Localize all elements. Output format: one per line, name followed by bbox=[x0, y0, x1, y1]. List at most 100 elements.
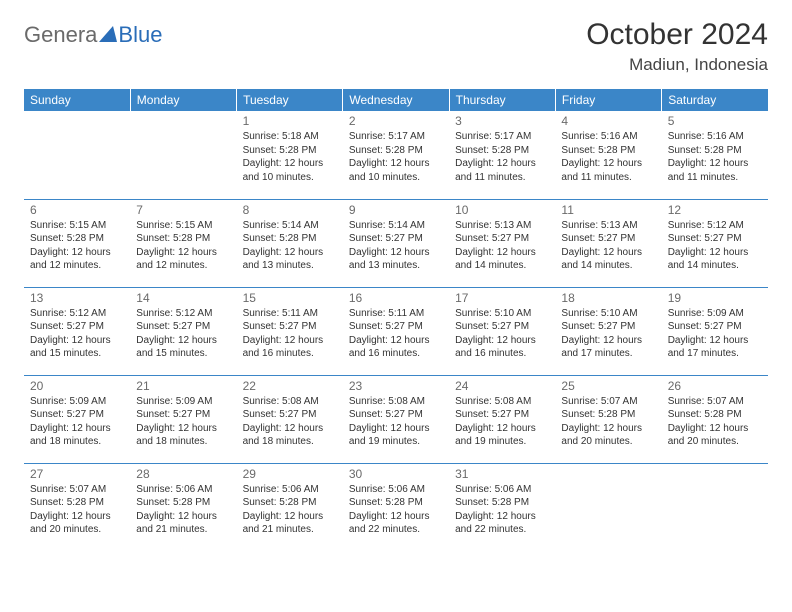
day-details: Sunrise: 5:09 AMSunset: 5:27 PMDaylight:… bbox=[668, 307, 762, 361]
day-details: Sunrise: 5:12 AMSunset: 5:27 PMDaylight:… bbox=[136, 307, 230, 361]
day-number: 16 bbox=[349, 291, 443, 305]
weekday-header: Friday bbox=[555, 89, 661, 111]
day-details: Sunrise: 5:17 AMSunset: 5:28 PMDaylight:… bbox=[455, 130, 549, 184]
calendar-header-row: Sunday Monday Tuesday Wednesday Thursday… bbox=[24, 89, 768, 111]
calendar-cell: 29Sunrise: 5:06 AMSunset: 5:28 PMDayligh… bbox=[237, 463, 343, 551]
calendar-row: 1 Sunrise: 5:18 AMSunset: 5:28 PMDaylight… bbox=[24, 111, 768, 199]
month-title: October 2024 bbox=[586, 18, 768, 51]
day-details: Sunrise: 5:15 AMSunset: 5:28 PMDaylight:… bbox=[136, 219, 230, 273]
calendar-row: 20 Sunrise: 5:09 AMSunset: 5:27 PMDayligh… bbox=[24, 375, 768, 463]
calendar-cell: 31 Sunrise: 5:06 AMSunset: 5:28 PMDayligh… bbox=[449, 463, 555, 551]
day-details: Sunrise: 5:13 AMSunset: 5:27 PMDaylight:… bbox=[455, 219, 549, 273]
day-details: Sunrise: 5:12 AMSunset: 5:27 PMDaylight:… bbox=[668, 219, 762, 273]
calendar-cell: 18 Sunrise: 5:10 AMSunset: 5:27 PMDayligh… bbox=[555, 287, 661, 375]
day-details: Sunrise: 5:14 AMSunset: 5:27 PMDaylight:… bbox=[349, 219, 443, 273]
logo-triangle-icon bbox=[99, 22, 117, 48]
day-number: 12 bbox=[668, 203, 762, 217]
day-details: Sunrise: 5:12 AMSunset: 5:27 PMDaylight:… bbox=[30, 307, 124, 361]
calendar-cell: 19 Sunrise: 5:09 AMSunset: 5:27 PMDayligh… bbox=[662, 287, 768, 375]
calendar-cell: 5 Sunrise: 5:16 AMSunset: 5:28 PMDaylight… bbox=[662, 111, 768, 199]
calendar-row: 13 Sunrise: 5:12 AMSunset: 5:27 PMDayligh… bbox=[24, 287, 768, 375]
calendar-cell: 7 Sunrise: 5:15 AMSunset: 5:28 PMDaylight… bbox=[130, 199, 236, 287]
day-details: Sunrise: 5:07 AMSunset: 5:28 PMDaylight:… bbox=[561, 395, 655, 449]
day-number: 19 bbox=[668, 291, 762, 305]
day-number: 26 bbox=[668, 379, 762, 393]
calendar-cell: 27Sunrise: 5:07 AMSunset: 5:28 PMDayligh… bbox=[24, 463, 130, 551]
day-number: 21 bbox=[136, 379, 230, 393]
location: Madiun, Indonesia bbox=[586, 55, 768, 75]
calendar-cell: 30Sunrise: 5:06 AMSunset: 5:28 PMDayligh… bbox=[343, 463, 449, 551]
day-number: 13 bbox=[30, 291, 124, 305]
day-number: 7 bbox=[136, 203, 230, 217]
calendar-cell: 22 Sunrise: 5:08 AMSunset: 5:27 PMDayligh… bbox=[237, 375, 343, 463]
day-number: 17 bbox=[455, 291, 549, 305]
logo: Genera Blue bbox=[24, 22, 162, 48]
logo-text-part1: Genera bbox=[24, 22, 97, 48]
day-number: 6 bbox=[30, 203, 124, 217]
calendar-cell: 20 Sunrise: 5:09 AMSunset: 5:27 PMDayligh… bbox=[24, 375, 130, 463]
day-number: 11 bbox=[561, 203, 655, 217]
day-number: 28 bbox=[136, 467, 230, 481]
weekday-header: Sunday bbox=[24, 89, 130, 111]
calendar-cell: 10 Sunrise: 5:13 AMSunset: 5:27 PMDayligh… bbox=[449, 199, 555, 287]
day-number: 27 bbox=[30, 467, 124, 481]
day-number: 24 bbox=[455, 379, 549, 393]
calendar-cell: 3 Sunrise: 5:17 AMSunset: 5:28 PMDaylight… bbox=[449, 111, 555, 199]
calendar-row: 6 Sunrise: 5:15 AMSunset: 5:28 PMDaylight… bbox=[24, 199, 768, 287]
day-number: 10 bbox=[455, 203, 549, 217]
day-number: 2 bbox=[349, 114, 443, 128]
calendar-cell: 15Sunrise: 5:11 AMSunset: 5:27 PMDayligh… bbox=[237, 287, 343, 375]
day-number: 20 bbox=[30, 379, 124, 393]
weekday-header: Wednesday bbox=[343, 89, 449, 111]
day-details: Sunrise: 5:10 AMSunset: 5:27 PMDaylight:… bbox=[561, 307, 655, 361]
header: Genera Blue October 2024 Madiun, Indones… bbox=[24, 18, 768, 75]
calendar-cell: 2Sunrise: 5:17 AMSunset: 5:28 PMDaylight… bbox=[343, 111, 449, 199]
day-number: 14 bbox=[136, 291, 230, 305]
day-details: Sunrise: 5:06 AMSunset: 5:28 PMDaylight:… bbox=[455, 483, 549, 537]
day-number: 31 bbox=[455, 467, 549, 481]
day-details: Sunrise: 5:06 AMSunset: 5:28 PMDaylight:… bbox=[243, 483, 337, 537]
calendar-cell: 14 Sunrise: 5:12 AMSunset: 5:27 PMDayligh… bbox=[130, 287, 236, 375]
calendar-cell: 21 Sunrise: 5:09 AMSunset: 5:27 PMDayligh… bbox=[130, 375, 236, 463]
day-details: Sunrise: 5:11 AMSunset: 5:27 PMDaylight:… bbox=[349, 307, 443, 361]
calendar-cell: 13 Sunrise: 5:12 AMSunset: 5:27 PMDayligh… bbox=[24, 287, 130, 375]
day-details: Sunrise: 5:14 AMSunset: 5:28 PMDaylight:… bbox=[243, 219, 337, 273]
day-number: 3 bbox=[455, 114, 549, 128]
calendar-cell: 24Sunrise: 5:08 AMSunset: 5:27 PMDayligh… bbox=[449, 375, 555, 463]
day-details: Sunrise: 5:08 AMSunset: 5:27 PMDaylight:… bbox=[243, 395, 337, 449]
day-number: 22 bbox=[243, 379, 337, 393]
calendar-cell bbox=[555, 463, 661, 551]
day-number: 5 bbox=[668, 114, 762, 128]
calendar-cell: 4Sunrise: 5:16 AMSunset: 5:28 PMDaylight… bbox=[555, 111, 661, 199]
day-details: Sunrise: 5:11 AMSunset: 5:27 PMDaylight:… bbox=[243, 307, 337, 361]
calendar-cell bbox=[24, 111, 130, 199]
weekday-header: Tuesday bbox=[237, 89, 343, 111]
day-details: Sunrise: 5:10 AMSunset: 5:27 PMDaylight:… bbox=[455, 307, 549, 361]
calendar-row: 27Sunrise: 5:07 AMSunset: 5:28 PMDayligh… bbox=[24, 463, 768, 551]
calendar-cell: 8 Sunrise: 5:14 AMSunset: 5:28 PMDaylight… bbox=[237, 199, 343, 287]
day-details: Sunrise: 5:16 AMSunset: 5:28 PMDaylight:… bbox=[668, 130, 762, 184]
calendar-cell: 23Sunrise: 5:08 AMSunset: 5:27 PMDayligh… bbox=[343, 375, 449, 463]
calendar-cell: 26Sunrise: 5:07 AMSunset: 5:28 PMDayligh… bbox=[662, 375, 768, 463]
calendar-cell: 17 Sunrise: 5:10 AMSunset: 5:27 PMDayligh… bbox=[449, 287, 555, 375]
calendar-cell: 28Sunrise: 5:06 AMSunset: 5:28 PMDayligh… bbox=[130, 463, 236, 551]
day-details: Sunrise: 5:15 AMSunset: 5:28 PMDaylight:… bbox=[30, 219, 124, 273]
calendar-cell: 1 Sunrise: 5:18 AMSunset: 5:28 PMDaylight… bbox=[237, 111, 343, 199]
weekday-header: Monday bbox=[130, 89, 236, 111]
day-number: 8 bbox=[243, 203, 337, 217]
day-number: 25 bbox=[561, 379, 655, 393]
calendar-cell: 6 Sunrise: 5:15 AMSunset: 5:28 PMDaylight… bbox=[24, 199, 130, 287]
calendar-cell: 25 Sunrise: 5:07 AMSunset: 5:28 PMDayligh… bbox=[555, 375, 661, 463]
day-details: Sunrise: 5:08 AMSunset: 5:27 PMDaylight:… bbox=[349, 395, 443, 449]
day-details: Sunrise: 5:13 AMSunset: 5:27 PMDaylight:… bbox=[561, 219, 655, 273]
calendar-cell: 16 Sunrise: 5:11 AMSunset: 5:27 PMDayligh… bbox=[343, 287, 449, 375]
title-block: October 2024 Madiun, Indonesia bbox=[586, 18, 768, 75]
day-number: 18 bbox=[561, 291, 655, 305]
calendar-cell: 9 Sunrise: 5:14 AMSunset: 5:27 PMDaylight… bbox=[343, 199, 449, 287]
day-details: Sunrise: 5:09 AMSunset: 5:27 PMDaylight:… bbox=[30, 395, 124, 449]
day-details: Sunrise: 5:09 AMSunset: 5:27 PMDaylight:… bbox=[136, 395, 230, 449]
day-number: 1 bbox=[243, 114, 337, 128]
day-details: Sunrise: 5:06 AMSunset: 5:28 PMDaylight:… bbox=[349, 483, 443, 537]
day-details: Sunrise: 5:18 AMSunset: 5:28 PMDaylight:… bbox=[243, 130, 337, 184]
day-number: 9 bbox=[349, 203, 443, 217]
